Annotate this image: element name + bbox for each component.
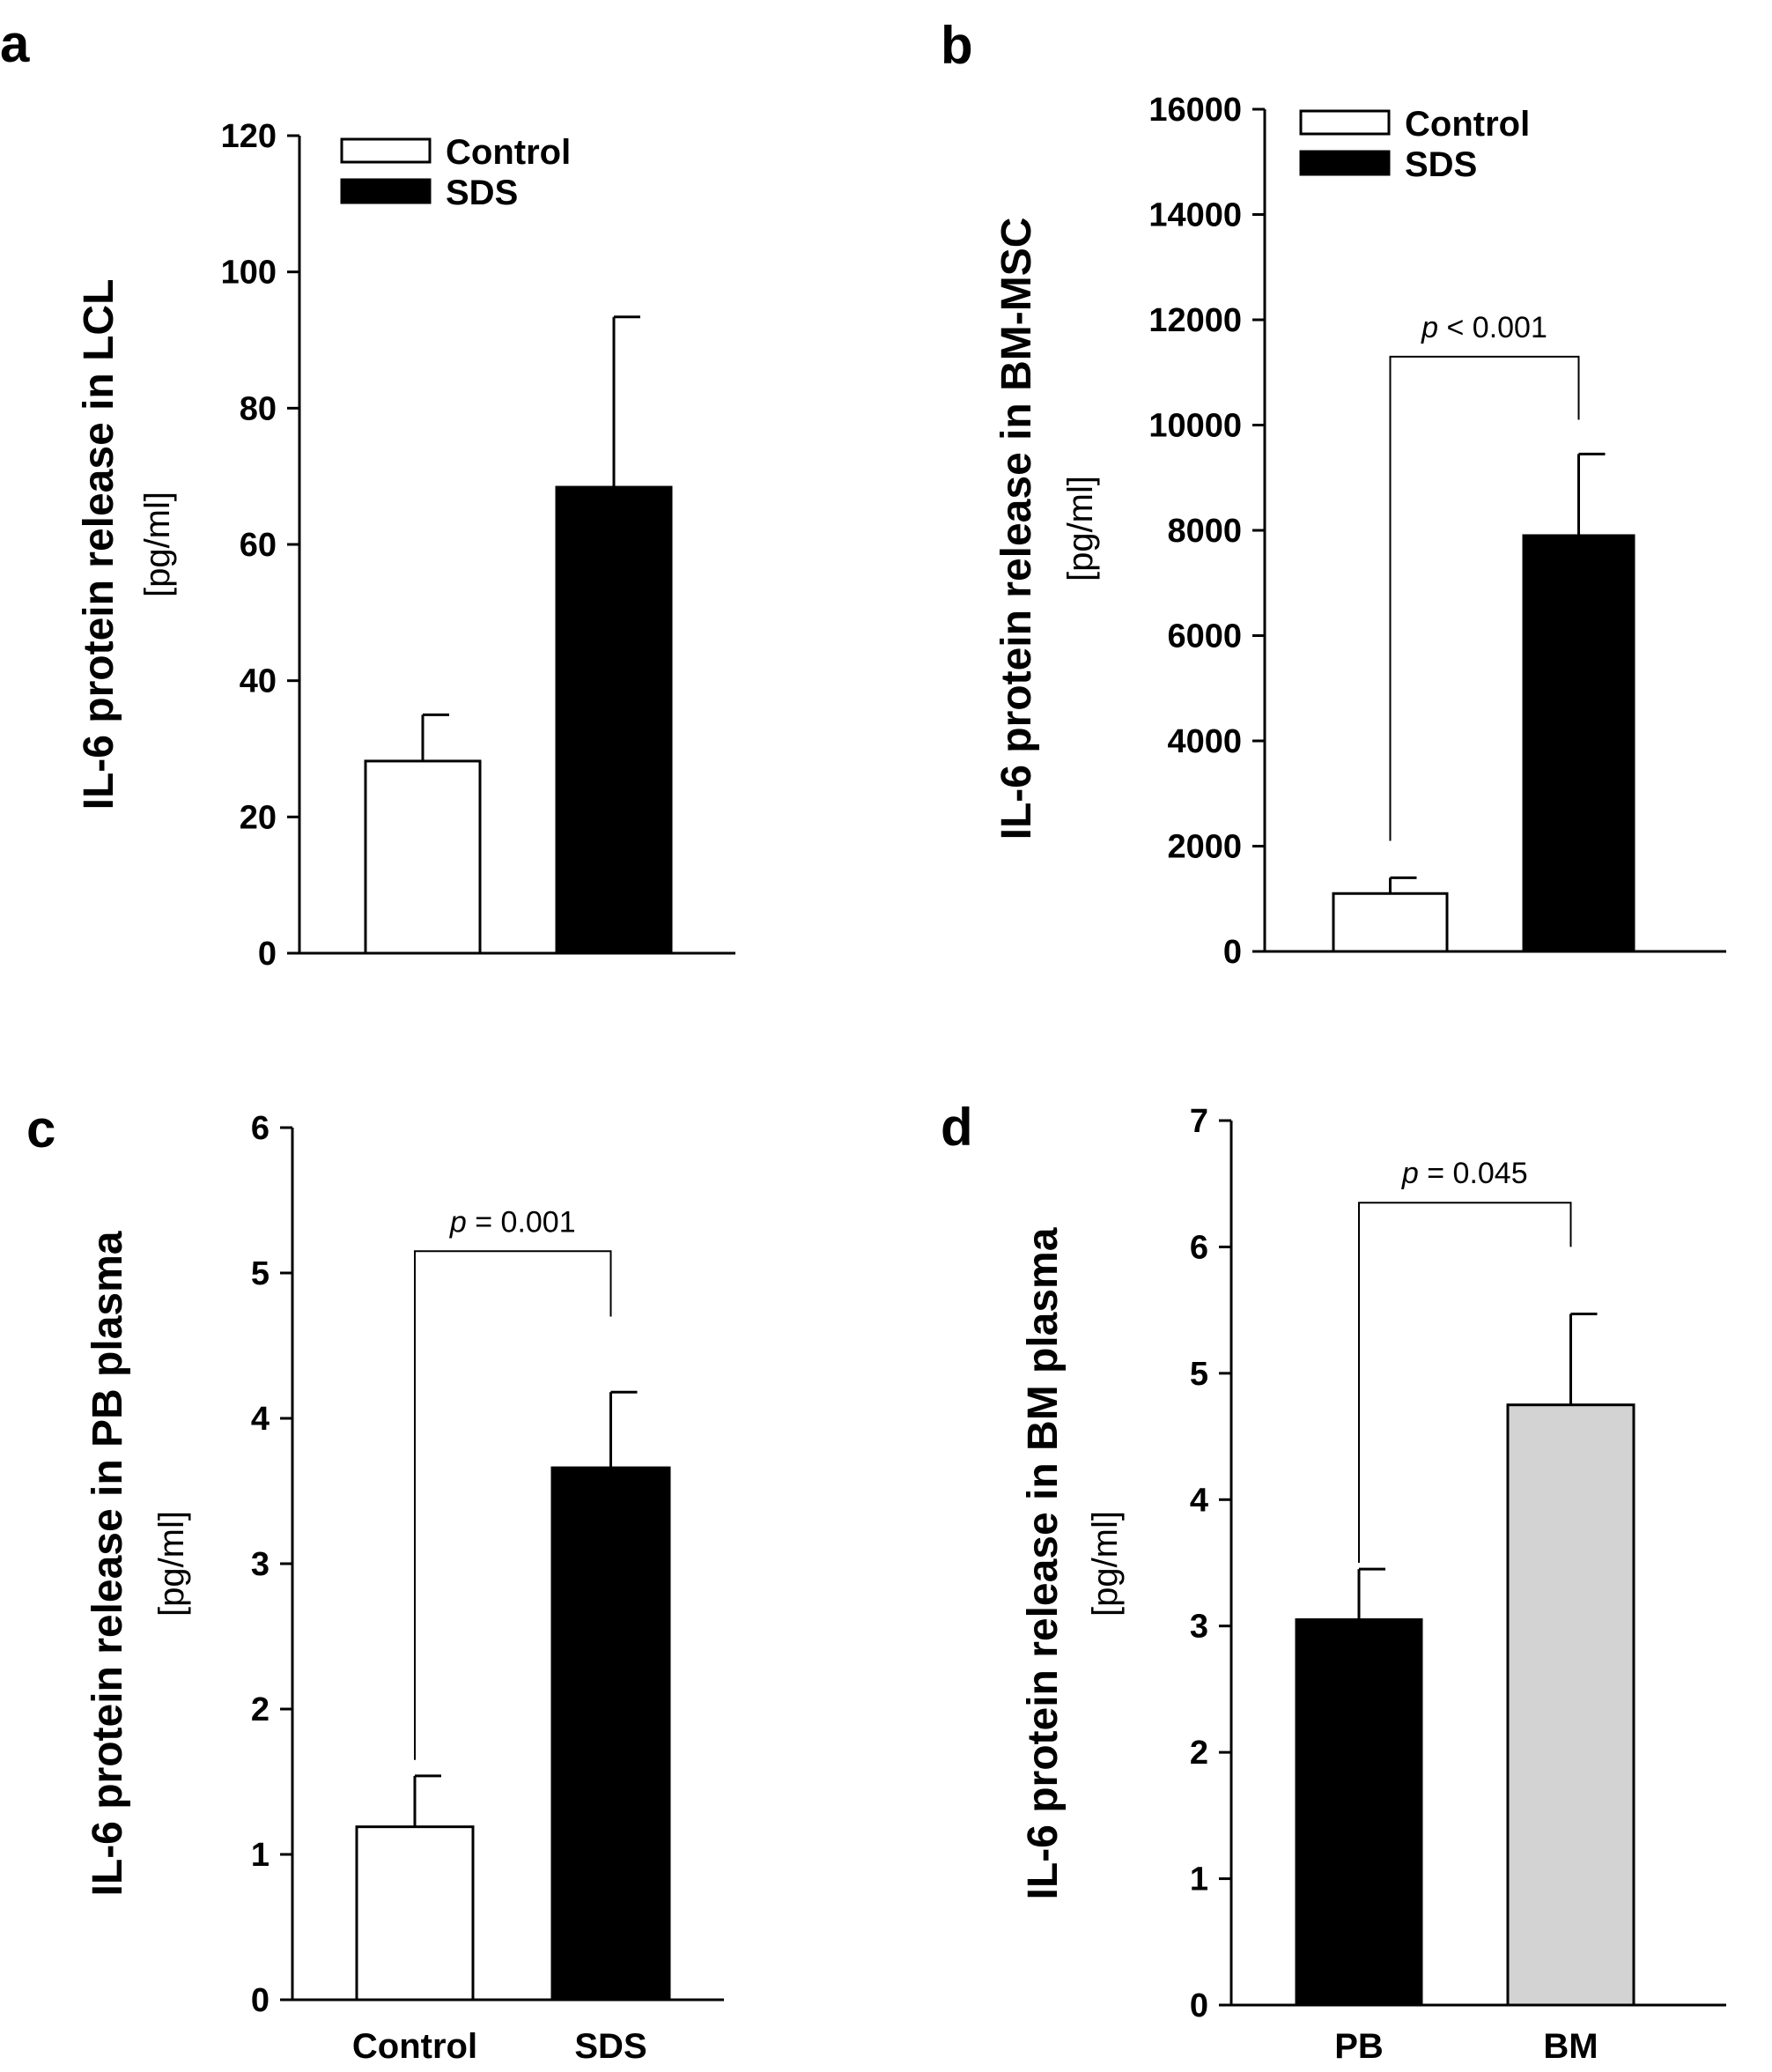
y-tick-label: 4 [251, 1401, 269, 1438]
legend-label: SDS [446, 174, 518, 212]
legend-swatch [1299, 109, 1391, 136]
bar-sds [555, 485, 673, 955]
y-tick-label: 0 [1190, 1987, 1208, 2024]
y-tick-label: 0 [1223, 934, 1242, 971]
y-tick-label: 1 [251, 1837, 269, 1874]
chart-panel-c: c 0 1 2 3 4 5 6 IL-6 protein release in PB plasm… [26, 1099, 724, 2066]
y-tick-label: 8000 [1167, 513, 1242, 550]
legend-label: Control [446, 133, 571, 172]
y-tick-label: 0 [258, 936, 277, 973]
y-tick-label: 60 [240, 527, 277, 564]
p-value-label: p = 0.045 [1401, 1157, 1528, 1190]
y-axis-label: IL-6 protein release in BM-MSC [993, 218, 1040, 840]
y-tick-label: 10000 [1148, 408, 1242, 445]
y-tick-label: 3 [1190, 1609, 1208, 1646]
bar-control [1332, 892, 1449, 953]
legend-swatch [340, 137, 432, 164]
legend-swatch [1299, 150, 1391, 176]
y-tick-label: 120 [221, 118, 277, 155]
y-tick-label: 2000 [1167, 829, 1242, 866]
legend-swatch [340, 178, 432, 204]
bar-control [364, 759, 482, 955]
panel-letter: d [941, 1098, 973, 1157]
bar-pb [1295, 1618, 1423, 2007]
y-tick-label: 6 [1190, 1229, 1208, 1266]
panel-letter: b [941, 16, 973, 75]
y-tick-label: 20 [240, 799, 277, 836]
significance-bracket: p = 0.045 [1358, 1157, 1572, 1563]
y-axis-label: IL-6 protein release in LCL [76, 279, 122, 810]
y-tick-label: 6 [251, 1110, 269, 1147]
y-tick-label: 4000 [1167, 723, 1242, 760]
y-axis-label: IL-6 protein release in BM plasma [1020, 1227, 1067, 1899]
y-tick-label: 0 [251, 1982, 269, 2019]
x-category-label: SDS [574, 2027, 646, 2066]
y-axis-label: IL-6 protein release in PB plasma [85, 1231, 131, 1896]
y-tick-label: 1 [1190, 1861, 1208, 1898]
x-category-label: PB [1334, 2027, 1384, 2066]
y-tick-label: 16000 [1148, 92, 1242, 129]
x-category-label: BM [1543, 2027, 1598, 2066]
p-value-label: p = 0.001 [449, 1205, 576, 1239]
bar-control [355, 1825, 475, 2002]
y-tick-label: 80 [240, 390, 277, 427]
bar-bm [1506, 1403, 1635, 2007]
bar-sds [550, 1466, 671, 2002]
y-tick-label: 5 [1190, 1356, 1208, 1393]
bracket-line [1389, 355, 1580, 841]
panel-letter: c [26, 1099, 55, 1158]
x-category-label: Control [352, 2027, 477, 2066]
bar-sds [1522, 534, 1635, 953]
y-tick-label: 40 [240, 663, 277, 700]
y-tick-label: 2 [1190, 1735, 1208, 1772]
y-tick-label: 2 [251, 1691, 269, 1728]
y-tick-label: 12000 [1148, 302, 1242, 339]
chart-panel-b: b 0 2000 4000 6000 8000 10000 12000 14000 16000 IL… [941, 16, 1726, 971]
significance-bracket: p = 0.001 [414, 1205, 612, 1760]
y-tick-label: 6000 [1167, 618, 1242, 655]
y-tick-label: 7 [1190, 1103, 1208, 1140]
p-value-label: p < 0.001 [1421, 311, 1547, 344]
y-tick-label: 4 [1190, 1482, 1208, 1519]
chart-panel-a: a 0 20 40 60 80 100 120 IL-6 protein release in … [0, 14, 735, 973]
y-tick-label: 14000 [1148, 197, 1242, 234]
bracket-line [414, 1250, 612, 1760]
y-axis-unit: [pg/ml] [138, 492, 177, 597]
y-axis-unit: [pg/ml] [1086, 1511, 1125, 1617]
y-tick-label: 3 [251, 1546, 269, 1583]
y-tick-label: 5 [251, 1255, 269, 1292]
significance-bracket: p < 0.001 [1389, 311, 1580, 841]
y-axis-unit: [pg/ml] [1061, 476, 1100, 581]
legend-label: Control [1405, 105, 1530, 144]
bracket-line [1358, 1202, 1572, 1563]
y-tick-label: 100 [221, 255, 277, 292]
legend-label: SDS [1405, 145, 1477, 184]
y-axis-unit: [pg/ml] [152, 1511, 191, 1617]
chart-panel-d: d 0 1 2 3 4 5 6 7 IL-6 protein release in BM plas… [941, 1098, 1726, 2066]
panel-letter: a [0, 14, 30, 73]
